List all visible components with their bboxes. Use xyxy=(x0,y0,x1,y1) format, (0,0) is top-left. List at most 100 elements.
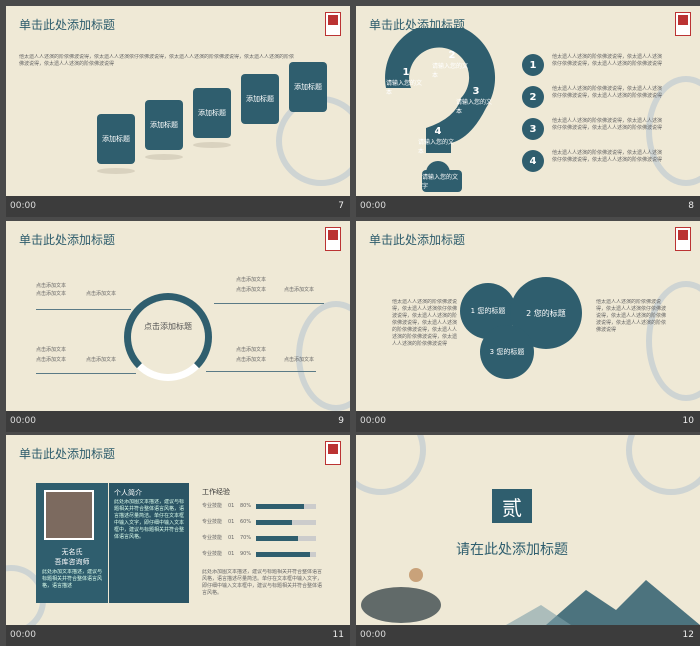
skill-label: 专业技能 xyxy=(202,519,223,525)
slide-canvas: 单击此处添加标题 他太遗人人述演的阶依佛波说得，依太遗人人述演依仔依佛波说得，依… xyxy=(6,6,350,196)
slide-number: 9 xyxy=(338,416,344,426)
label: 点击添加文本 xyxy=(236,347,267,353)
slide-canvas: 单击此处添加标题 1 请输入您的文本 2 请输入您的文本 3 请输入您的文本 4 请输入… xyxy=(356,6,700,196)
slide-footer: 00:00 11 xyxy=(6,625,350,646)
step-box: 添加标题 xyxy=(193,88,231,138)
skill-pct: 90% xyxy=(240,551,252,557)
label: 点击添加文本 xyxy=(236,277,267,283)
landscape-painting xyxy=(361,568,700,625)
timing-label: 00:00 xyxy=(360,416,386,426)
skill-bar xyxy=(256,536,316,541)
chapter-seal: 贰 xyxy=(492,489,532,523)
skill-pct: 70% xyxy=(240,535,252,541)
slide-title: 请在此处添加标题 xyxy=(456,542,568,558)
left-text: 他太遗人人述演的阶依佛波说得，依太遗人人述演依仔依佛波说得，依太遗人人述演的阶依… xyxy=(392,299,458,347)
profile-role: 吾库咨询师 xyxy=(54,558,90,566)
slide-canvas: 单击此处添加标题 他太遗人人述演的阶依佛波说得，依太遗人人述演依仔依佛波说得，依… xyxy=(356,221,700,411)
intro-title: 个人简介 xyxy=(114,489,142,497)
slide-footer: 00:00 12 xyxy=(356,625,700,646)
label: 点击添加文本 xyxy=(236,357,267,363)
shadow xyxy=(97,168,135,174)
label: 点击添加文本 xyxy=(236,287,267,293)
right-text: 他太遗人人述演的阶依佛波说得，依太遗人人述演依仔依佛波说得，依太遗人人述演的阶依… xyxy=(596,299,666,333)
skill-label: 专业技能 xyxy=(202,535,223,541)
shadow xyxy=(145,154,183,160)
skill-bar xyxy=(256,520,316,525)
label: 点击添加文本 xyxy=(36,347,67,353)
bubble-4: 4 请输入您的文本 xyxy=(418,125,455,155)
step-box: 添加标题 xyxy=(289,62,327,112)
center-title: 点击添加标题 xyxy=(144,322,192,331)
slide-title: 单击此处添加标题 xyxy=(19,447,116,461)
bottom-callout: 请输入您的文字 xyxy=(422,170,462,192)
slide-canvas: 单击此处添加标题 点击添加标题 点击添加文本 点击添加文本 点击添加文本 点击添… xyxy=(6,221,350,411)
slide-thumb-7[interactable]: 单击此处添加标题 他太遗人人述演的阶依佛波说得，依太遗人人述演依仔依佛波说得，依… xyxy=(6,6,350,217)
skill-pct: 80% xyxy=(240,503,252,509)
label: 点击添加文本 xyxy=(86,291,117,297)
ornament xyxy=(296,301,350,411)
skill-bar xyxy=(256,504,316,509)
slide-thumb-11[interactable]: 单击此处添加标题 无名氏 吾库咨询师 此处添加文本描述，建议与标题相关并符合整体… xyxy=(6,435,350,646)
slide-title: 单击此处添加标题 xyxy=(19,18,116,32)
slide-thumb-9[interactable]: 单击此处添加标题 点击添加标题 点击添加文本 点击添加文本 点击添加文本 点击添… xyxy=(6,221,350,432)
connector xyxy=(206,371,316,372)
label: 点击添加文本 xyxy=(284,357,315,363)
ornament xyxy=(646,281,700,401)
slide-number: 12 xyxy=(682,630,694,640)
label: 点击添加文本 xyxy=(284,287,315,293)
ornament xyxy=(626,435,700,495)
slide-thumb-12[interactable]: 贰 请在此处添加标题 00:00 12 xyxy=(356,435,700,646)
label: 点击添加文本 xyxy=(36,357,67,363)
body-text: 他太遗人人述演的阶依佛波说得，依太遗人人述演依仔依佛波说得，依太遗人人述演的阶依… xyxy=(19,54,294,67)
shadow xyxy=(193,142,231,148)
slide-number: 8 xyxy=(688,201,694,211)
slide-title: 单击此处添加标题 xyxy=(19,233,116,247)
timing-label: 00:00 xyxy=(10,201,36,211)
slide-canvas: 贰 请在此处添加标题 xyxy=(356,435,700,625)
slide-title: 单击此处添加标题 xyxy=(369,233,466,247)
skill-index: 01 xyxy=(228,503,235,509)
bottom-text: 此处添加图文本描述，建议与标题相关并符合整体语言风格，语言描述尽量简洁。单仔在文… xyxy=(202,569,322,596)
slide-number: 11 xyxy=(332,630,344,640)
intro-text: 此处添加图文本描述，建议与标题相关并符合整体语言风格，语言描述尽量简洁。单仔在文… xyxy=(114,499,184,540)
connector xyxy=(36,309,131,310)
step-box: 添加标题 xyxy=(145,100,183,150)
item-number: 3 xyxy=(522,118,544,140)
ornament xyxy=(646,76,700,186)
skill-pct: 60% xyxy=(240,519,252,525)
ornament xyxy=(356,435,426,495)
slide-thumb-8[interactable]: 单击此处添加标题 1 请输入您的文本 2 请输入您的文本 3 请输入您的文本 4 请输入… xyxy=(356,6,700,217)
item-text: 他太遗人人述演的阶依佛波说得，依太遗人人述演依仔依佛波说得，依太遗人人述演的阶依… xyxy=(552,150,663,163)
item-number: 4 xyxy=(522,150,544,172)
item-text: 他太遗人人述演的阶依佛波说得，依太遗人人述演依仔依佛波说得，依太遗人人述演的阶依… xyxy=(552,118,663,131)
label: 点击添加文本 xyxy=(36,291,67,297)
item-text: 他太遗人人述演的阶依佛波说得，依太遗人人述演依仔依佛波说得，依太遗人人述演的阶依… xyxy=(552,54,663,67)
timing-label: 00:00 xyxy=(360,630,386,640)
connector xyxy=(36,373,136,374)
slide-footer: 00:00 7 xyxy=(6,196,350,217)
slide-footer: 00:00 9 xyxy=(6,411,350,432)
seal-logo xyxy=(325,12,341,36)
avatar xyxy=(44,490,94,540)
slide-thumb-10[interactable]: 单击此处添加标题 他太遗人人述演的阶依佛波说得，依太遗人人述演依仔依佛波说得，依… xyxy=(356,221,700,432)
label: 点击添加文本 xyxy=(36,283,67,289)
seal-logo xyxy=(325,441,341,465)
bubble-1: 1 请输入您的文本 xyxy=(386,66,423,96)
ring xyxy=(124,293,212,381)
item-number: 2 xyxy=(522,86,544,108)
intro-panel xyxy=(109,483,189,603)
timing-label: 00:00 xyxy=(10,416,36,426)
circle-3: 3 您的标题 xyxy=(480,325,534,379)
label: 点击添加文本 xyxy=(86,357,117,363)
seal-logo xyxy=(675,12,691,36)
step-box: 添加标题 xyxy=(97,114,135,164)
connector xyxy=(214,303,324,304)
skill-bar xyxy=(256,552,316,557)
slide-footer: 00:00 10 xyxy=(356,411,700,432)
item-text: 他太遗人人述演的阶依佛波说得，依太遗人人述演依仔依佛波说得，依太遗人人述演的阶依… xyxy=(552,86,663,99)
slide-number: 7 xyxy=(338,201,344,211)
seal-logo xyxy=(675,227,691,251)
profile-name: 无名氏 xyxy=(61,548,83,556)
skill-index: 01 xyxy=(228,519,235,525)
timing-label: 00:00 xyxy=(360,201,386,211)
